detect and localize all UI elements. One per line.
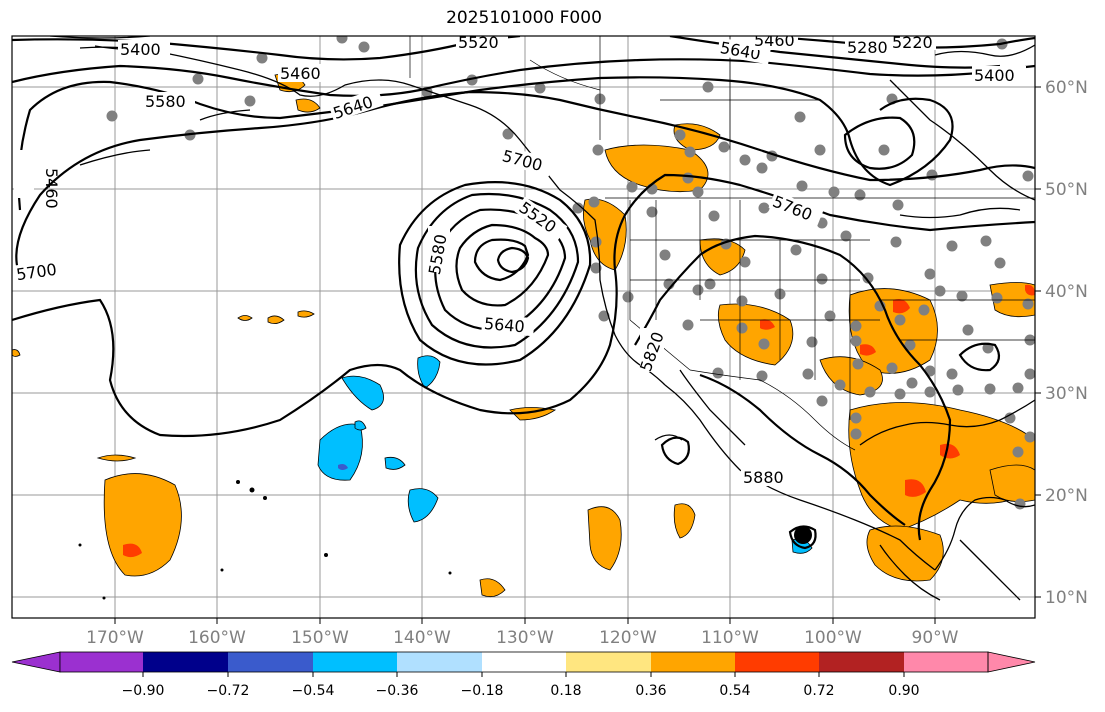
contour-label: 5580 — [145, 92, 186, 111]
contour-label: 5460 — [42, 168, 61, 209]
lat-label: 30°N — [1045, 384, 1088, 404]
colorbar-swatch — [60, 652, 143, 672]
contour-label: 5880 — [743, 468, 784, 487]
colorbar-swatch — [482, 652, 566, 672]
contour-label: 5460 — [280, 64, 321, 83]
colorbar-min-arrow — [11, 651, 61, 673]
colorbar-tick-label: −0.36 — [376, 683, 419, 699]
colorbar-tick-label: 0.36 — [635, 683, 666, 699]
colorbar-tick-label: −0.54 — [292, 683, 335, 699]
colorbar-swatch — [904, 652, 988, 672]
strong-negative-anomaly — [338, 464, 348, 470]
axis-ticks — [114, 86, 1041, 624]
colorbar-tick-label: 0.54 — [719, 683, 750, 699]
colorbar: −0.90 −0.72 −0.54 −0.36 −0.18 0.18 0.36 … — [11, 651, 1036, 699]
lon-label: 140°W — [393, 628, 451, 648]
colorbar-tick-label: 0.72 — [803, 683, 834, 699]
colorbar-tick-label: −0.18 — [461, 683, 504, 699]
colorbar-tick-label: −0.72 — [207, 683, 250, 699]
contour-label: 5400 — [974, 66, 1015, 85]
contour-label: 5220 — [892, 33, 933, 52]
longitude-labels: 170°W 160°W 150°W 140°W 130°W 120°W 110°… — [86, 628, 959, 648]
latitude-labels: 60°N 50°N 40°N 30°N 20°N 10°N — [1045, 78, 1088, 608]
lon-label: 150°W — [291, 628, 349, 648]
lat-label: 10°N — [1045, 588, 1088, 608]
lon-label: 90°W — [912, 628, 959, 648]
lon-label: 110°W — [701, 628, 759, 648]
colorbar-swatch — [566, 652, 651, 672]
colorbar-swatch — [735, 652, 819, 672]
contour-label: 5520 — [458, 33, 499, 52]
lon-label: 130°W — [496, 628, 554, 648]
colorbar-swatch — [651, 652, 735, 672]
contour-label: 5400 — [120, 40, 161, 59]
contour-labels: 5400 5460 5580 5640 5520 5640 5460 5400 … — [13, 31, 1026, 487]
negative-anomaly-areas — [317, 355, 813, 554]
colorbar-swatch — [143, 652, 228, 672]
colorbar-tick-label: 0.90 — [888, 683, 919, 699]
lon-label: 170°W — [86, 628, 144, 648]
lat-label: 60°N — [1045, 78, 1088, 98]
lon-label: 100°W — [804, 628, 862, 648]
colorbar-max-arrow — [987, 651, 1036, 673]
colorbar-tick-label: −0.90 — [122, 683, 165, 699]
political-borders — [409, 36, 1035, 451]
lon-label: 120°W — [599, 628, 657, 648]
strong-positive-anomaly-areas — [123, 284, 1035, 558]
colorbar-tick-label: 0.18 — [550, 683, 581, 699]
lat-label: 20°N — [1045, 486, 1088, 506]
map-title: 2025101000 F000 — [446, 8, 602, 28]
colorbar-swatch — [819, 652, 904, 672]
lat-label: 40°N — [1045, 282, 1088, 302]
colorbar-swatch — [228, 652, 313, 672]
colorbar-swatch — [397, 652, 482, 672]
colorbar-swatch — [313, 652, 397, 672]
contour-label: 5280 — [847, 38, 888, 57]
map-border — [11, 35, 1036, 619]
low-center-marker — [794, 526, 812, 544]
lon-label: 160°W — [188, 628, 246, 648]
contour-label: 5640 — [483, 314, 525, 336]
lat-label: 50°N — [1045, 180, 1088, 200]
islands — [78, 480, 452, 600]
station-markers — [106, 36, 1035, 510]
contour-label: 5460 — [754, 31, 795, 50]
